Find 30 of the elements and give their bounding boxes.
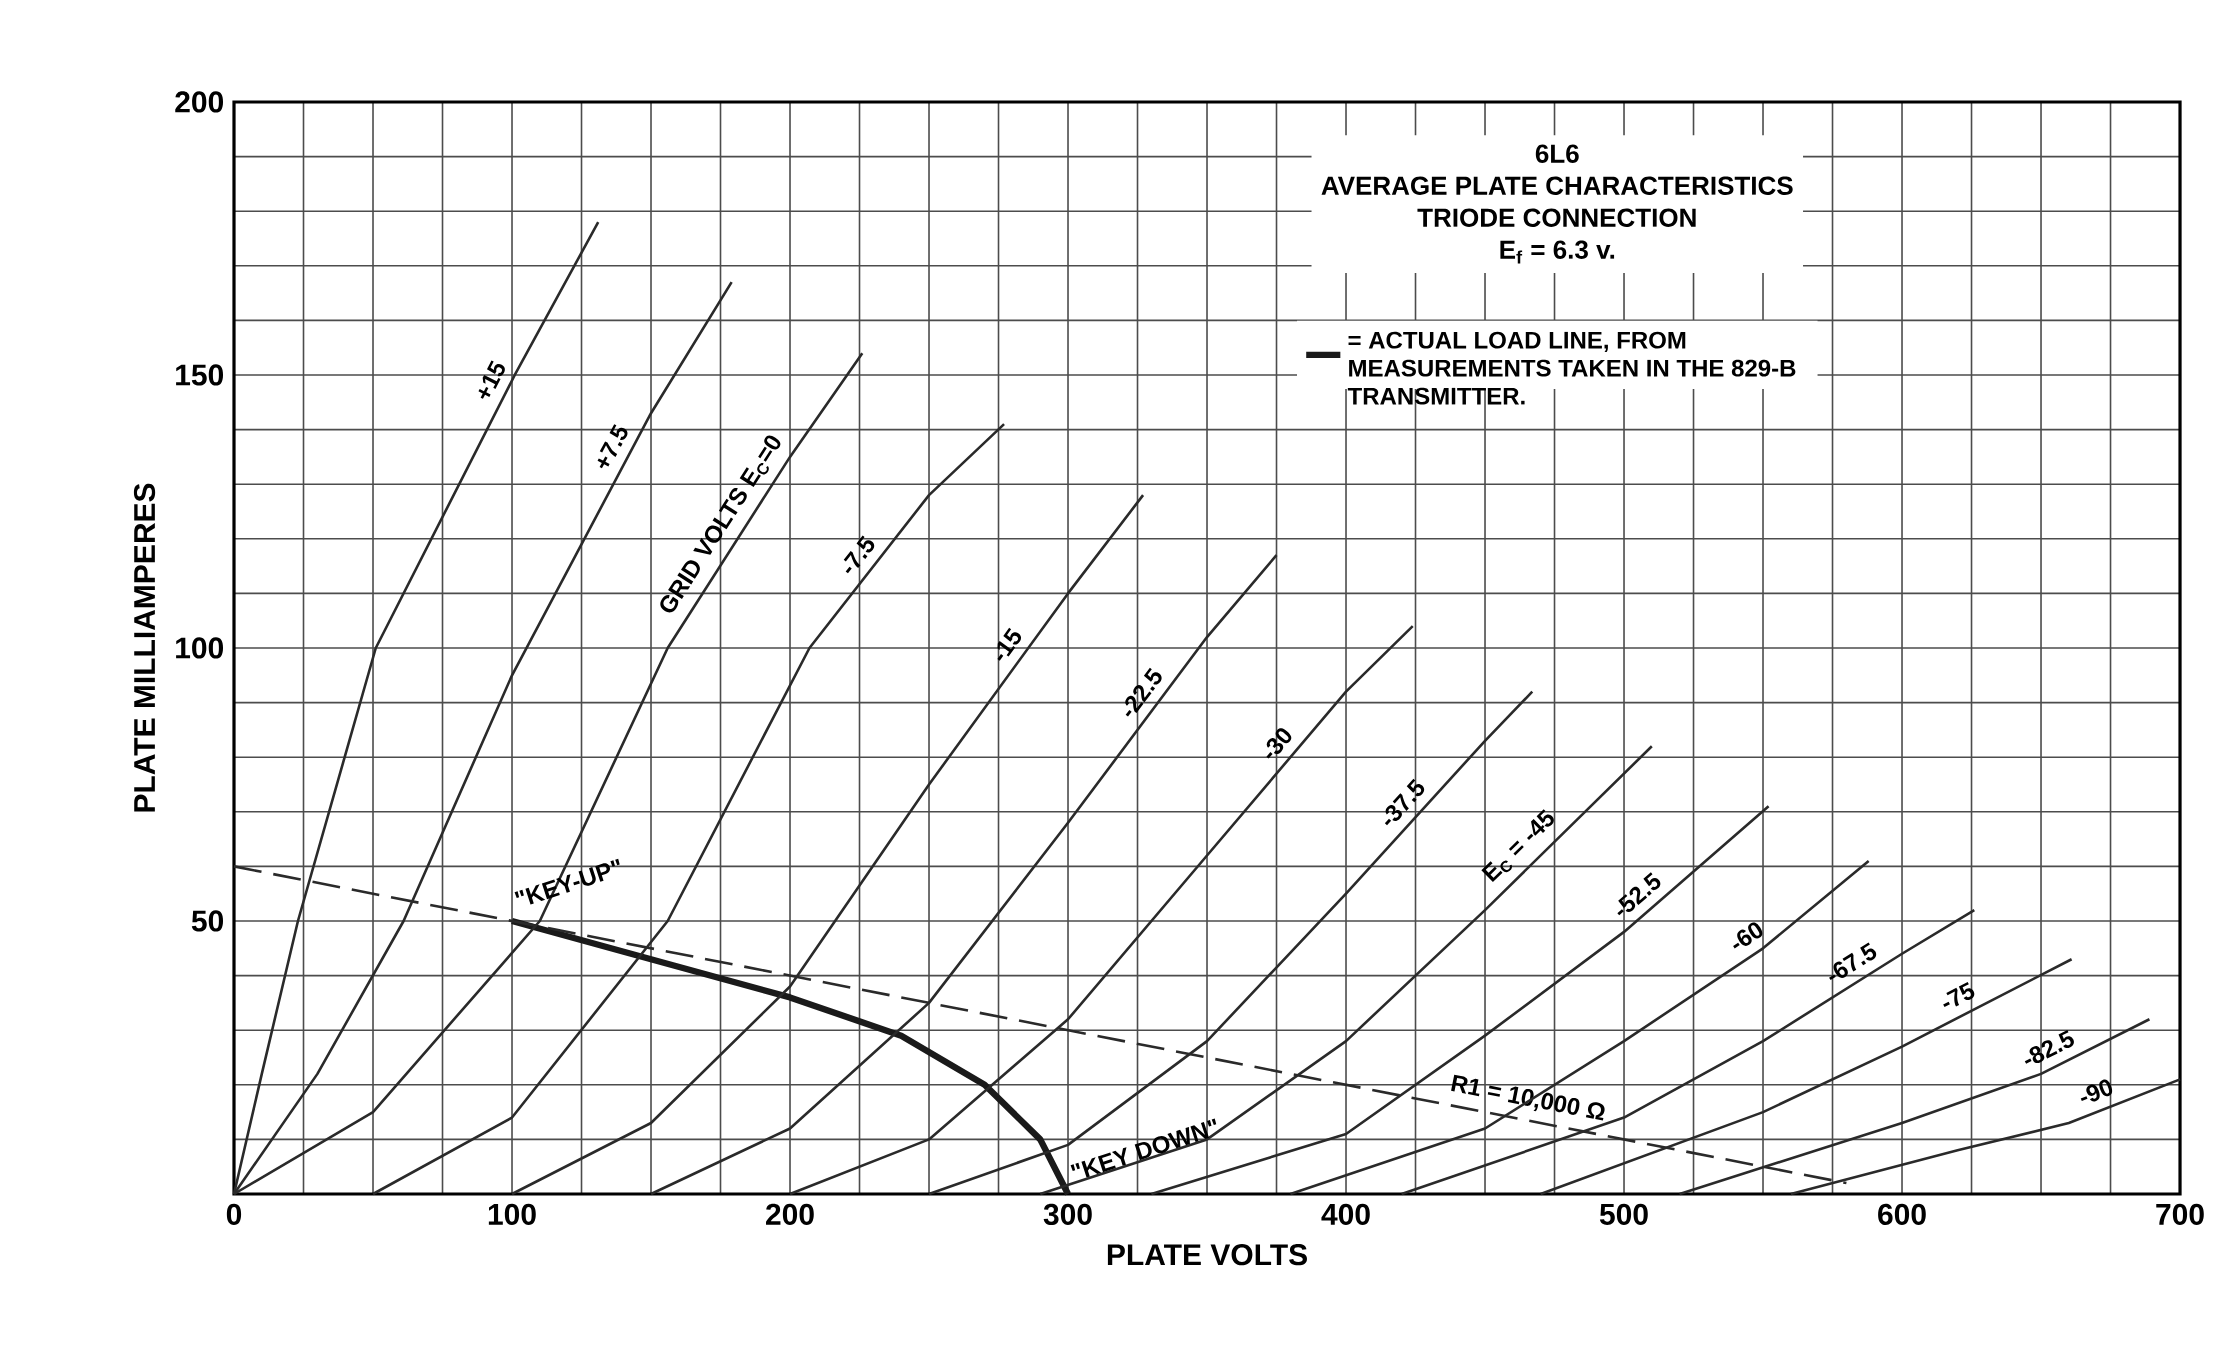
text: R1 = 10,000 Ω <box>1451 1074 1605 1121</box>
annotation: E$_{f}$ = 6.3 v. <box>1500 240 1615 264</box>
annotation: TRIODE CONNECTION <box>1417 208 1696 227</box>
text: -90 <box>2080 1079 2113 1102</box>
text: -30 <box>1266 728 1292 759</box>
x-tick-label: 100 <box>488 1203 536 1225</box>
y-tick-label: 200 <box>175 91 224 113</box>
x-tick-label: 500 <box>1599 1203 1648 1225</box>
y-tick-label: 150 <box>176 364 224 386</box>
x-tick-label: 700 <box>2156 1203 2204 1225</box>
x-tick-label: 0 <box>226 1203 242 1225</box>
text: +15 <box>478 360 505 399</box>
text: AVERAGE PLATE CHARACTERISTICS <box>1321 176 1793 195</box>
x-axis-title: PLATE VOLTS <box>1107 1244 1307 1266</box>
text: -15 <box>997 627 1022 661</box>
text: -82.5 <box>2024 1029 2074 1064</box>
x-tick-label: 600 <box>1878 1203 1926 1225</box>
y-tick-label: 50 <box>191 910 224 932</box>
y-tick-label: 100 <box>176 637 224 659</box>
x-tick-label: 400 <box>1321 1203 1370 1225</box>
x-tick-label: 200 <box>766 1203 814 1225</box>
y-axis-title: PLATE MILLIAMPERES <box>133 483 156 812</box>
text: -60 <box>1733 922 1763 949</box>
text: E$_{C}$ = -45 <box>1481 809 1554 883</box>
text: -7.5 <box>843 535 875 574</box>
text: +7.5 <box>597 424 628 469</box>
text: 6L6 <box>1535 144 1579 163</box>
x-tick-label: 300 <box>1043 1203 1092 1226</box>
text: -75 <box>1943 981 1975 1008</box>
text: -67.5 <box>1829 942 1877 981</box>
